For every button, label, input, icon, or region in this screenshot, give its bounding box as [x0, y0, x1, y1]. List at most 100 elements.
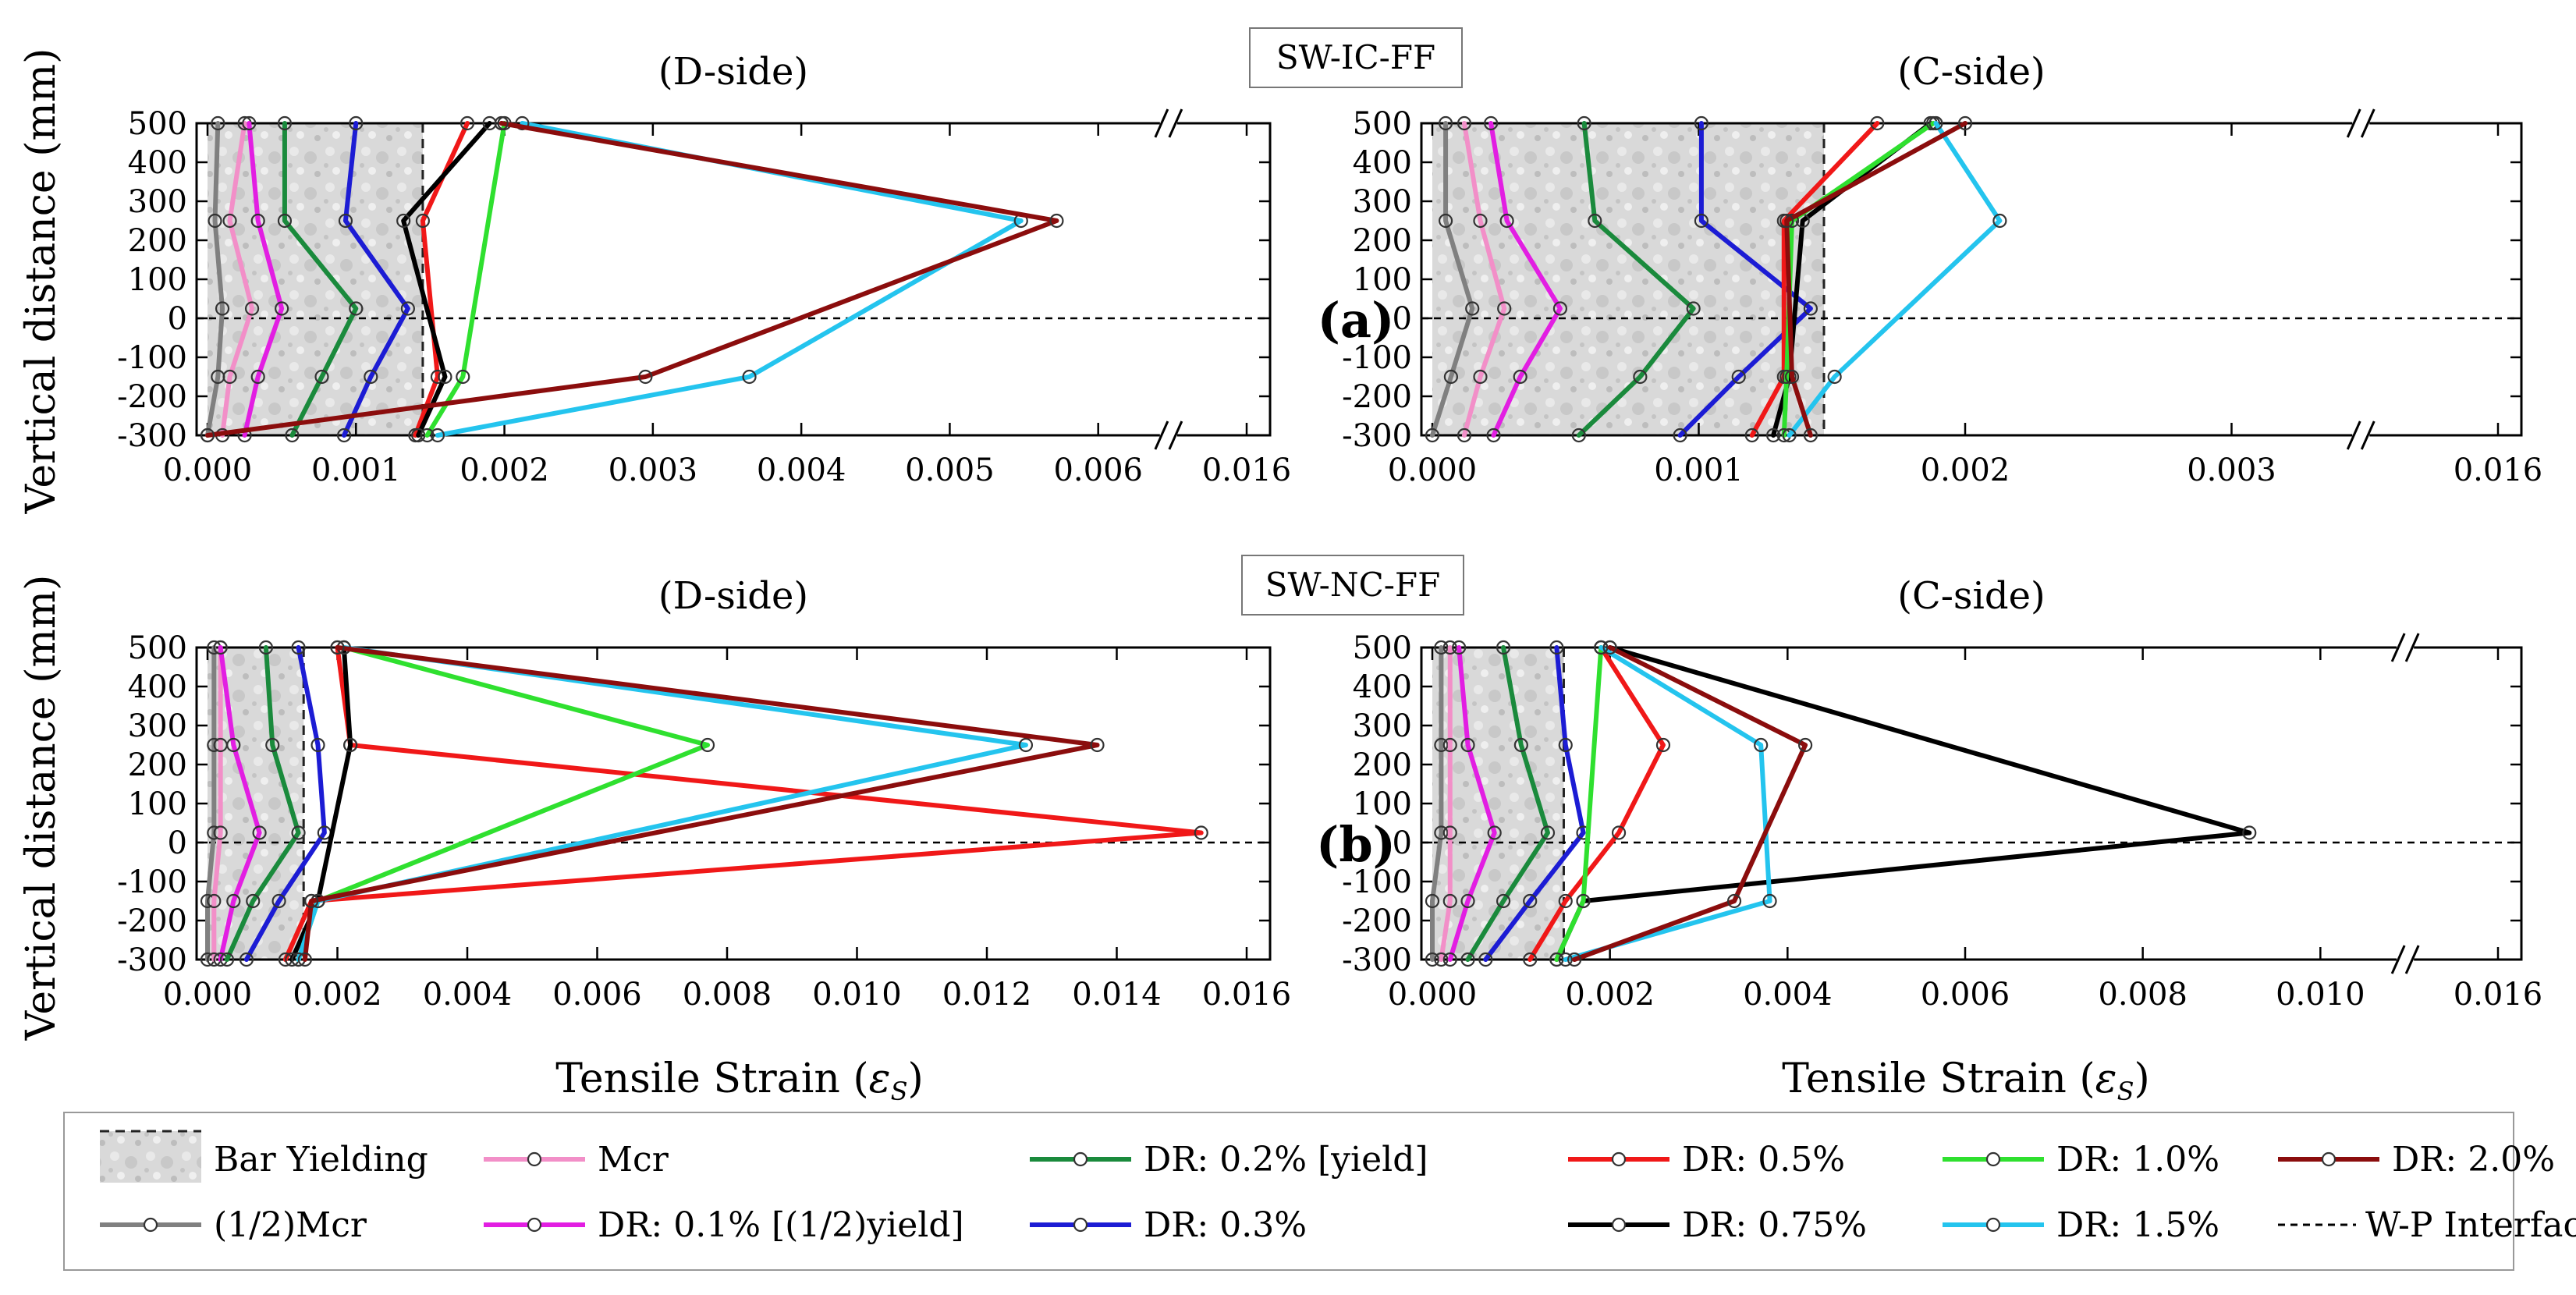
- data-point: [1438, 115, 1453, 131]
- series-line: [1461, 121, 1507, 438]
- data-point: [396, 213, 411, 229]
- series-line: [205, 121, 225, 438]
- data-point: [1549, 640, 1564, 655]
- series-line: [1576, 121, 1696, 438]
- y-tick-label: 100: [128, 262, 187, 298]
- data-point: [208, 213, 222, 229]
- axis-break-mark: [2390, 945, 2406, 974]
- legend-marker: [1611, 1217, 1627, 1233]
- data-point: [1694, 115, 1709, 131]
- y-tick-label: -200: [1342, 379, 1412, 415]
- y-axis-label-lower: Vertical distance (mm): [18, 575, 65, 1041]
- x-tick-label: 0.004: [423, 977, 513, 1013]
- series-line: [243, 645, 327, 962]
- legend-item-1-2-mcr: (1/2)Mcr: [100, 1205, 367, 1245]
- data-point: [349, 115, 364, 131]
- data-point: [1499, 213, 1514, 229]
- data-point: [1442, 737, 1457, 753]
- data-point: [1798, 737, 1813, 753]
- series-dr-2-0: [297, 640, 1105, 967]
- series-line: [1430, 645, 1444, 962]
- series-dr-1-0: [420, 115, 512, 443]
- data-point: [1726, 893, 1742, 909]
- x-tick-label: 0.002: [459, 452, 549, 488]
- case-label-nc-text: SW-NC-FF: [1265, 566, 1440, 604]
- data-point: [215, 301, 230, 316]
- data-point: [364, 369, 378, 385]
- data-point: [336, 428, 352, 443]
- case-label-ic-text: SW-IC-FF: [1276, 38, 1435, 76]
- data-point: [252, 825, 267, 840]
- x-tick-label: 0.014: [1072, 977, 1162, 1013]
- series-line: [282, 121, 359, 438]
- series-line: [1787, 121, 2003, 438]
- series-dr-0-2-yield: [277, 115, 364, 443]
- series-line: [220, 121, 255, 438]
- data-point: [250, 213, 265, 229]
- series-dr-0-1-1-2-yield: [1484, 115, 1568, 443]
- data-point: [1442, 640, 1457, 655]
- data-point: [1549, 952, 1564, 967]
- data-point: [219, 952, 235, 967]
- axis-break-mark: [2360, 108, 2376, 138]
- data-point: [349, 301, 364, 316]
- series-line: [1554, 645, 1604, 962]
- data-point: [1633, 369, 1648, 385]
- data-point: [2242, 825, 2257, 840]
- data-point: [1571, 428, 1586, 443]
- data-point: [1766, 428, 1781, 443]
- data-point: [742, 369, 757, 385]
- data-point: [1496, 640, 1511, 655]
- legend-item-dr-0-3: DR: 0.3%: [1030, 1205, 1307, 1245]
- series-line: [1447, 645, 1497, 962]
- x-axis-label-right: Tensile Strain (εS): [1782, 1056, 2150, 1106]
- legend-item-dr-1-5: DR: 1.5%: [1943, 1205, 2219, 1245]
- data-point: [1655, 737, 1671, 753]
- y-tick-label: 300: [1353, 184, 1412, 220]
- panel-title: (C-side): [1897, 50, 2046, 94]
- legend-item-dr-0-2-yield: DR: 0.2% [yield]: [1030, 1140, 1428, 1180]
- case-label-ic: SW-IC-FF: [1249, 27, 1463, 88]
- data-point: [310, 737, 325, 753]
- data-point: [1754, 737, 1769, 753]
- y-tick-label: 200: [1353, 747, 1412, 783]
- y-tick-label: 0: [1393, 825, 1412, 861]
- x-tick-label: 0.016: [2454, 977, 2543, 1013]
- data-point: [271, 893, 286, 909]
- data-point: [291, 640, 306, 655]
- y-tick-label: -200: [117, 903, 187, 939]
- data-point: [438, 369, 452, 385]
- x-tick-label: 0.000: [163, 977, 253, 1013]
- series-1-2-mcr: [1425, 640, 1449, 967]
- x-tick-label: 0.000: [1388, 977, 1478, 1013]
- axis-break-mark: [2390, 633, 2406, 662]
- data-point: [1694, 213, 1709, 229]
- panel-title: (D-side): [658, 574, 808, 618]
- axis-break-mark: [2346, 420, 2361, 450]
- series-mcr: [1434, 640, 1457, 967]
- legend-swatch: [100, 1131, 201, 1183]
- x-tick-label: 0.012: [942, 977, 1032, 1013]
- data-point: [1457, 115, 1472, 131]
- data-point: [277, 213, 293, 229]
- series-dr-0-2-yield: [1460, 640, 1556, 967]
- axis-break-mark: [2404, 633, 2420, 662]
- data-point: [1576, 893, 1591, 909]
- data-point: [285, 428, 300, 443]
- data-point: [258, 640, 274, 655]
- data-point: [1473, 369, 1488, 385]
- data-point: [291, 825, 306, 840]
- data-point: [213, 825, 228, 840]
- data-point: [1870, 115, 1885, 131]
- axis-break-mark: [1168, 420, 1183, 450]
- y-tick-label: 400: [1353, 669, 1412, 705]
- panel-letter-a: (a): [1318, 292, 1395, 349]
- y-tick-label: -300: [117, 942, 187, 978]
- axis-break-mark: [1154, 108, 1169, 138]
- data-point: [1484, 115, 1499, 131]
- data-point: [1478, 952, 1493, 967]
- y-tick-label: 200: [1353, 223, 1412, 259]
- series-dr-0-2-yield: [1571, 115, 1701, 443]
- x-tick-label: 0.005: [905, 452, 995, 488]
- series-dr-2-0: [1779, 115, 1973, 443]
